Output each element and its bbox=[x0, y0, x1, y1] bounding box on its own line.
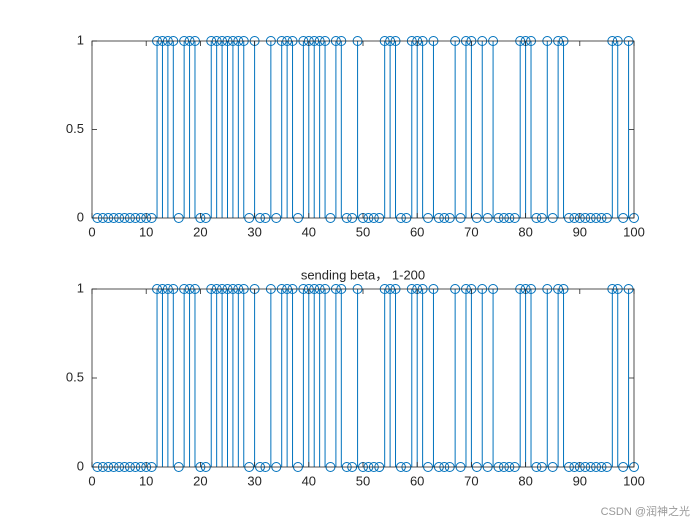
x-tick-label: 70 bbox=[464, 224, 478, 239]
x-tick-label: 20 bbox=[193, 224, 207, 239]
x-tick-label: 20 bbox=[193, 473, 207, 488]
axes-background bbox=[92, 289, 634, 467]
x-tick-label: 40 bbox=[302, 473, 316, 488]
x-tick-label: 60 bbox=[410, 473, 424, 488]
y-tick-label: 0 bbox=[77, 209, 84, 224]
x-tick-label: 90 bbox=[573, 224, 587, 239]
x-tick-label: 100 bbox=[623, 224, 645, 239]
chart-title: sending beta， 1-200 bbox=[301, 267, 425, 282]
x-tick-label: 50 bbox=[356, 224, 370, 239]
y-tick-label: 0 bbox=[77, 458, 84, 473]
x-tick-label: 80 bbox=[518, 224, 532, 239]
x-tick-label: 10 bbox=[139, 224, 153, 239]
x-tick-label: 60 bbox=[410, 224, 424, 239]
y-tick-label: 1 bbox=[77, 32, 84, 47]
x-tick-label: 100 bbox=[623, 473, 645, 488]
watermark: CSDN @润神之光 bbox=[601, 504, 690, 518]
x-tick-label: 10 bbox=[139, 473, 153, 488]
x-tick-label: 40 bbox=[302, 224, 316, 239]
x-tick-label: 50 bbox=[356, 473, 370, 488]
x-tick-label: 30 bbox=[247, 473, 261, 488]
x-tick-label: 90 bbox=[573, 473, 587, 488]
axes-background bbox=[92, 41, 634, 218]
x-tick-label: 80 bbox=[518, 473, 532, 488]
x-tick-label: 0 bbox=[88, 473, 95, 488]
x-tick-label: 30 bbox=[247, 224, 261, 239]
x-tick-label: 70 bbox=[464, 473, 478, 488]
x-tick-label: 0 bbox=[88, 224, 95, 239]
y-tick-label: 0.5 bbox=[66, 121, 84, 136]
y-tick-label: 1 bbox=[77, 280, 84, 295]
y-tick-label: 0.5 bbox=[66, 369, 84, 384]
